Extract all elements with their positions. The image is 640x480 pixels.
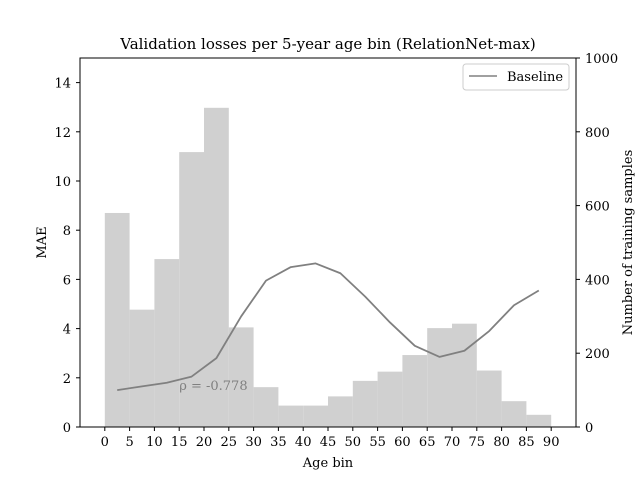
left-y-tick-label: 0 [63, 421, 71, 436]
x-tick-label: 15 [171, 435, 188, 450]
histogram-bar [352, 380, 378, 427]
left-y-tick-label: 14 [54, 77, 71, 92]
x-tick-label: 20 [196, 435, 213, 450]
x-tick-label: 55 [369, 435, 386, 450]
histogram-bar [179, 152, 204, 427]
right-y-tick-label: 1000 [585, 52, 618, 67]
x-tick-label: 5 [125, 435, 133, 450]
left-y-tick-label: 10 [54, 175, 71, 190]
x-tick-label: 65 [419, 435, 436, 450]
x-axis-title: Age bin [302, 456, 354, 471]
right-y-tick-label: 400 [585, 273, 610, 288]
histogram-bar [154, 259, 180, 427]
histogram-bar [204, 107, 229, 427]
x-tick-label: 75 [469, 435, 486, 450]
left-y-tick-label: 12 [54, 126, 71, 141]
right-y-tick-label: 0 [585, 421, 593, 436]
x-tick-label: 60 [394, 435, 411, 450]
histogram-bar [104, 212, 130, 427]
histogram-bar [328, 396, 353, 427]
histogram-bar [427, 328, 452, 427]
histogram-bar [129, 309, 155, 427]
x-tick-label: 50 [345, 435, 362, 450]
right-y-axis-ticks: 0 200 400 600 800 1000 [576, 52, 618, 436]
chart-title: Validation losses per 5-year age bin (Re… [119, 35, 536, 53]
right-y-tick-label: 200 [585, 347, 610, 362]
baseline-line [117, 262, 540, 391]
legend: Baseline [462, 63, 570, 91]
histogram-bar [452, 323, 477, 427]
histogram-bar [278, 405, 304, 427]
x-tick-label: 70 [444, 435, 461, 450]
histogram-bar [402, 355, 428, 427]
x-tick-label: 25 [221, 435, 238, 450]
x-tick-label: 85 [518, 435, 535, 450]
right-y-axis-title: Number of training samples [621, 150, 636, 336]
x-tick-label: 30 [245, 435, 262, 450]
x-tick-label: 80 [493, 435, 510, 450]
x-tick-label: 45 [320, 435, 337, 450]
left-y-tick-label: 8 [63, 224, 71, 239]
histogram-bar [253, 387, 279, 427]
histogram-bar [476, 370, 502, 427]
histogram-bar [377, 371, 403, 427]
histogram-bar [228, 327, 254, 427]
left-y-axis-title: MAE [35, 226, 50, 258]
right-y-tick-label: 800 [585, 126, 610, 141]
right-y-tick-label: 600 [585, 200, 610, 215]
x-tick-label: 10 [146, 435, 163, 450]
line-layer [117, 262, 540, 391]
legend-label-baseline: Baseline [507, 70, 563, 85]
x-tick-label: 35 [270, 435, 287, 450]
x-axis-ticks: 0 5 10 15 20 25 30 35 40 45 50 55 60 65 70 75 80 85 90 [101, 427, 560, 450]
left-y-tick-label: 6 [63, 273, 71, 288]
left-y-tick-label: 2 [63, 372, 71, 387]
histogram-bar [303, 405, 328, 427]
correlation-annotation: ρ = -0.778 [179, 379, 247, 394]
x-tick-label: 40 [295, 435, 312, 450]
histogram-bar [526, 414, 552, 427]
x-tick-label: 90 [543, 435, 560, 450]
x-tick-label: 0 [101, 435, 109, 450]
left-y-tick-label: 4 [63, 323, 71, 338]
legend-box [462, 63, 570, 91]
left-y-axis-ticks: 0 2 4 6 8 10 12 14 [54, 77, 80, 436]
histogram-bar [501, 401, 527, 427]
bars-layer [104, 107, 552, 427]
